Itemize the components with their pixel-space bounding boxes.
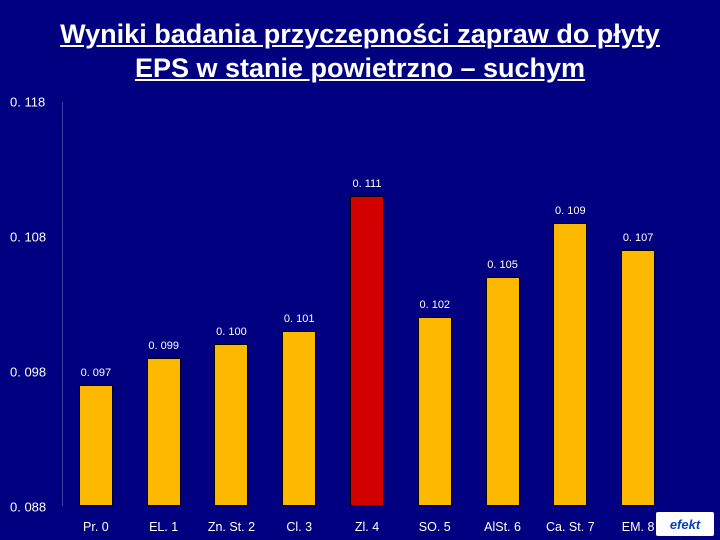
bar: 0. 102: [418, 317, 452, 506]
bar-value-label: 0. 105: [487, 259, 518, 271]
x-tick-label: SO. 5: [419, 520, 451, 534]
bar-value-label: 0. 101: [284, 313, 315, 325]
y-tick-label: 0. 098: [10, 364, 46, 379]
brand-logo-text: efekt: [670, 517, 700, 532]
x-tick-label: Pr. 0: [83, 520, 109, 534]
bar-value-label: 0. 111: [353, 178, 382, 190]
bar-rect: [214, 344, 248, 506]
x-tick-label: Cl. 3: [286, 520, 312, 534]
x-tick-label: EM. 8: [622, 520, 655, 534]
y-axis-line: [62, 102, 63, 507]
bar-rect: [282, 331, 316, 507]
bar-rect: [79, 385, 113, 507]
bar-value-label: 0. 099: [148, 340, 179, 352]
bar-value-label: 0. 097: [81, 367, 112, 379]
bar: 0. 111: [350, 196, 384, 507]
bar-rect: [350, 196, 384, 507]
x-tick-label: Ca. St. 7: [546, 520, 595, 534]
bar: 0. 105: [486, 277, 520, 507]
bar: 0. 107: [621, 250, 655, 507]
bar-rect: [486, 277, 520, 507]
y-tick-label: 0. 108: [10, 229, 46, 244]
bar-value-label: 0. 107: [623, 232, 654, 244]
brand-logo: efekt: [656, 512, 714, 536]
bar-rect: [147, 358, 181, 507]
x-axis-labels: Pr. 0 EL. 1 Zn. St. 2 Cl. 3 Zl. 4 SO. 5 AlSt. …: [62, 518, 672, 540]
x-tick-label: Zl. 4: [355, 520, 379, 534]
x-tick-label: EL. 1: [149, 520, 178, 534]
chart-plot-area: 0. 0880. 0980. 1080. 1180. 0970. 0990. 1…: [62, 102, 672, 507]
bar-value-label: 0. 102: [419, 299, 450, 311]
bar-value-label: 0. 109: [555, 205, 586, 217]
bar: 0. 101: [282, 331, 316, 507]
bar-rect: [553, 223, 587, 507]
chart-title: Wyniki badania przyczepności zapraw do p…: [0, 0, 720, 94]
x-tick-label: AlSt. 6: [484, 520, 521, 534]
bar: 0. 097: [79, 385, 113, 507]
bar: 0. 109: [553, 223, 587, 507]
bar-rect: [418, 317, 452, 506]
x-tick-label: Zn. St. 2: [208, 520, 255, 534]
bar: 0. 099: [147, 358, 181, 507]
y-tick-label: 0. 118: [10, 94, 45, 109]
bar-value-label: 0. 100: [216, 326, 247, 338]
bar: 0. 100: [214, 344, 248, 506]
bar-rect: [621, 250, 655, 507]
y-tick-label: 0. 088: [10, 499, 46, 514]
